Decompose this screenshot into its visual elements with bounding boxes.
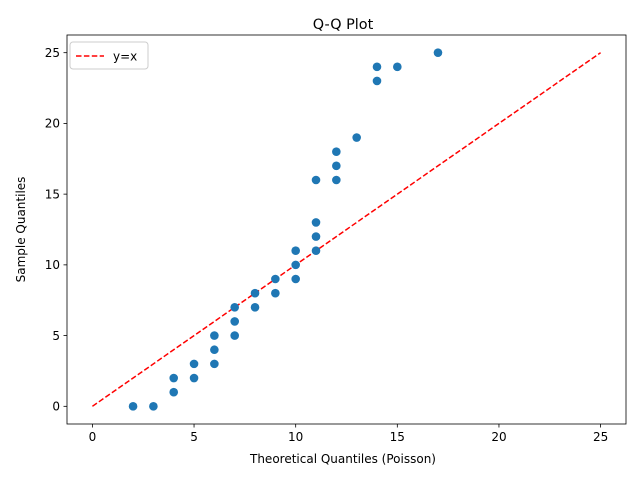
scatter-point [128, 402, 138, 411]
y-tick-label: 5 [52, 329, 60, 343]
x-axis-ticks: 0 5 10 15 20 25 [89, 424, 608, 444]
scatter-point [291, 246, 300, 256]
scatter-point [189, 373, 199, 383]
y-axis-ticks: 0 5 10 15 20 25 [45, 46, 67, 414]
reference-line-y-equals-x [91, 52, 602, 407]
scatter-point [291, 260, 300, 270]
scatter-point [311, 175, 321, 185]
scatter-point [332, 147, 341, 156]
scatter-point [372, 76, 382, 86]
scatter-point [332, 161, 341, 171]
scatter-point [271, 274, 280, 284]
scatter-point [210, 345, 219, 355]
scatter-point [230, 317, 239, 326]
y-axis-label: Sample Quantiles [14, 177, 28, 283]
chart-title: Q-Q Plot [313, 17, 374, 33]
y-tick-label: 0 [52, 400, 60, 414]
scatter-point [169, 373, 179, 383]
scatter-point [433, 48, 443, 57]
x-tick-label: 0 [89, 430, 97, 444]
scatter-point [149, 402, 158, 411]
scatter-point [393, 62, 402, 72]
scatter-point [210, 359, 219, 369]
plot-area [91, 48, 602, 411]
legend-label-reference-line: y=x [113, 50, 137, 64]
legend-box [69, 41, 149, 70]
scatter-point [311, 232, 321, 241]
scatter-point [169, 387, 179, 397]
scatter-point [230, 303, 239, 312]
scatter-point [352, 133, 361, 142]
legend: y=x [69, 41, 149, 70]
scatter-point [210, 331, 219, 340]
scatter-point [250, 288, 260, 298]
scatter-point [311, 218, 321, 227]
x-tick-label: 25 [593, 430, 608, 444]
x-tick-label: 5 [190, 430, 198, 444]
scatter-point [311, 246, 321, 256]
scatter-points-layer [128, 48, 443, 411]
scatter-point [271, 288, 280, 298]
scatter-point [332, 175, 341, 185]
scatter-point [372, 62, 382, 72]
scatter-point [230, 331, 239, 340]
y-tick-label: 10 [45, 258, 60, 272]
y-tick-label: 20 [45, 117, 60, 131]
x-tick-label: 20 [491, 430, 506, 444]
x-tick-label: 15 [390, 430, 405, 444]
reference-line-layer [91, 52, 602, 407]
x-axis-label: Theoretical Quantiles (Poisson) [249, 452, 436, 466]
y-tick-label: 15 [45, 187, 60, 201]
y-tick-label: 25 [45, 46, 60, 60]
x-tick-label: 10 [288, 430, 303, 444]
scatter-point [291, 274, 300, 284]
scatter-point [250, 303, 260, 312]
axes-frame [66, 34, 627, 425]
scatter-point [189, 359, 199, 369]
